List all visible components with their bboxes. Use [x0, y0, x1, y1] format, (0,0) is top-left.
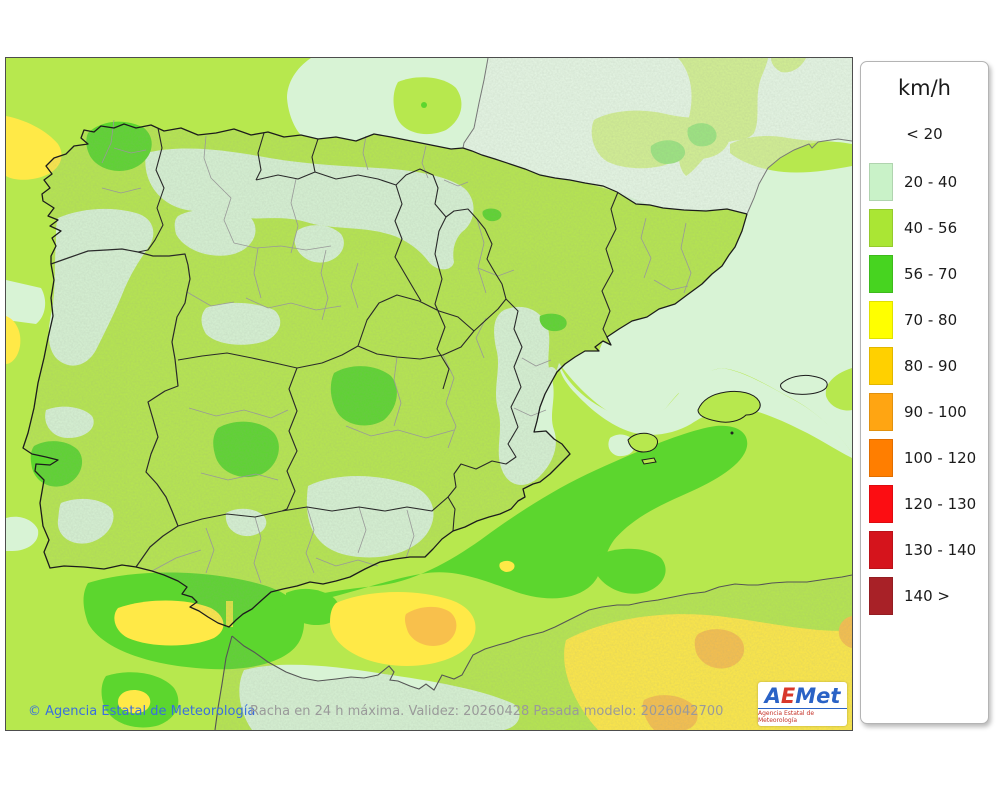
map-canvas: © Agencia Estatal de Meteorología Racha …: [5, 57, 853, 731]
legend-item: 80 - 90: [869, 347, 988, 385]
legend-item: 90 - 100: [869, 393, 988, 431]
wind-speed-legend: km/h < 20 20 - 40 40 - 56 56 - 70 70 - 8…: [860, 61, 989, 724]
aemet-logo-text: AEMet: [764, 683, 841, 708]
legend-swatch: [869, 439, 893, 477]
legend-swatch: [869, 531, 893, 569]
legend-item: 20 - 40: [869, 163, 988, 201]
legend-swatch: [869, 577, 893, 615]
legend-item: 56 - 70: [869, 255, 988, 293]
spain-wind-map-svg: [6, 58, 852, 730]
legend-swatch: [869, 209, 893, 247]
legend-swatch: [869, 163, 893, 201]
legend-item-lt20: < 20: [906, 125, 943, 143]
africa-coastline: [214, 574, 852, 730]
legend-swatch: [869, 301, 893, 339]
iberia-coastline: [22, 123, 748, 628]
legend-unit-title: km/h: [897, 76, 951, 100]
province-boundaries: [101, 119, 692, 584]
legend-item: 70 - 80: [869, 301, 988, 339]
portugal-border: [50, 248, 191, 568]
legend-item: 100 - 120: [869, 439, 988, 477]
france-border: [462, 147, 748, 215]
legend-swatch: [869, 255, 893, 293]
legend-item: 130 - 140: [869, 531, 988, 569]
aemet-logo-subtitle: Agencia Estatal de Meteorología: [758, 707, 847, 724]
legend-swatch: [869, 347, 893, 385]
legend-item: 40 - 56: [869, 209, 988, 247]
legend-item: 120 - 130: [869, 485, 988, 523]
aemet-logo: AEMet Agencia Estatal de Meteorología: [758, 682, 847, 726]
community-boundaries: [137, 127, 619, 532]
france-coastline: [462, 58, 852, 215]
legend-swatch: [869, 393, 893, 431]
balearic-islands: [627, 374, 828, 465]
legend-swatch: [869, 485, 893, 523]
legend-item: 140 >: [869, 577, 988, 615]
